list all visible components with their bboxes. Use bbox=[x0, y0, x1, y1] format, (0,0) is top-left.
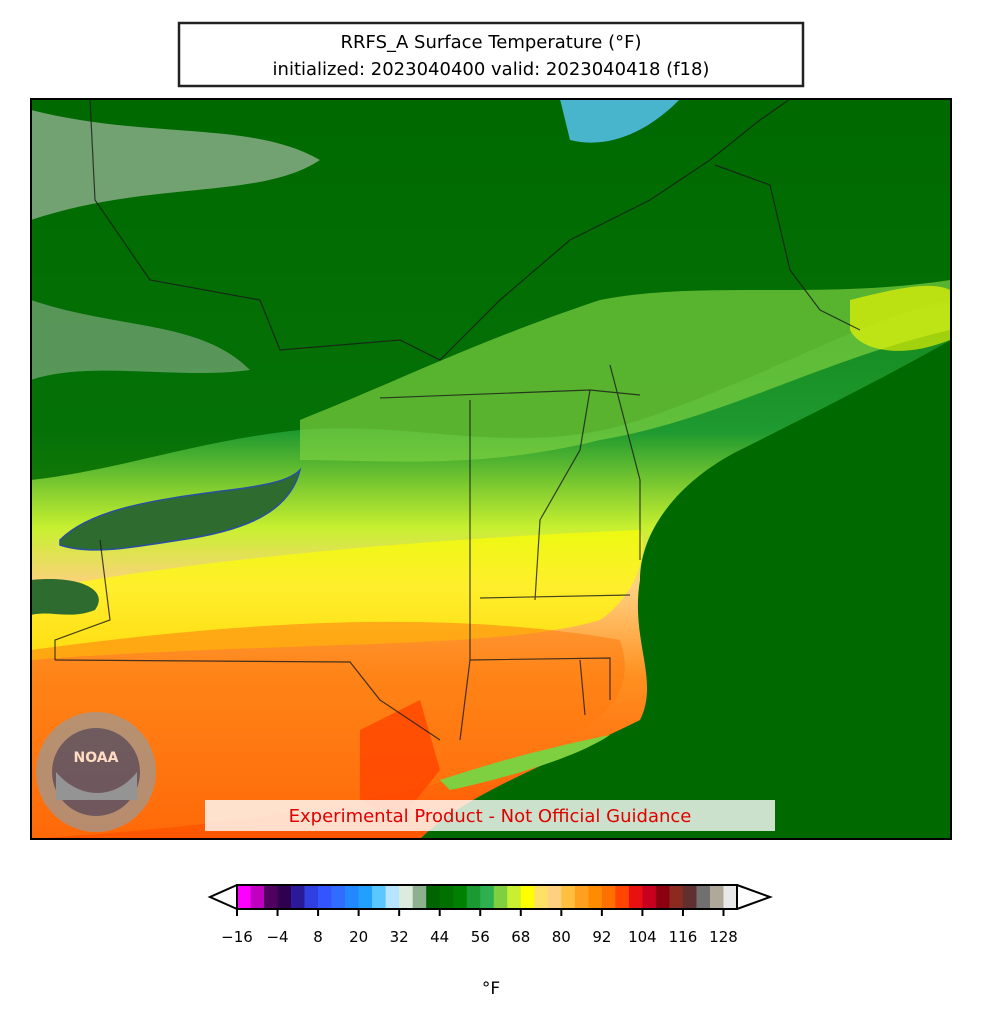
colorbar-bin bbox=[237, 885, 251, 909]
colorbar-bin bbox=[574, 885, 589, 909]
colorbar-bin bbox=[426, 885, 441, 909]
colorbar-bin bbox=[520, 885, 535, 909]
colorbar-bin bbox=[561, 885, 576, 909]
colorbar: −16 −4 8 20 32 44 56 68 80 92 104 116 128 bbox=[207, 884, 773, 946]
colorbar-bin bbox=[264, 885, 278, 909]
colorbar-bin bbox=[669, 885, 684, 909]
colorbar-label: °F bbox=[482, 979, 500, 999]
colorbar-bin bbox=[493, 885, 508, 909]
colorbar-bin bbox=[682, 885, 697, 909]
colorbar-bin bbox=[385, 885, 400, 909]
colorbar-bin bbox=[250, 885, 265, 909]
colorbar-tick-label: 116 bbox=[669, 928, 698, 946]
colorbar-bin bbox=[412, 885, 427, 909]
colorbar-extend-low bbox=[207, 884, 238, 910]
colorbar-tick-label: 80 bbox=[552, 928, 571, 946]
colorbar-tick-label: −16 bbox=[221, 928, 253, 946]
colorbar-bin bbox=[345, 885, 359, 909]
colorbar-bin bbox=[588, 885, 603, 909]
colorbar-bin bbox=[399, 885, 413, 909]
colorbar-bin bbox=[466, 885, 481, 909]
colorbar-bin bbox=[709, 885, 724, 909]
title-box bbox=[177, 21, 805, 88]
colorbar-tick-label: −4 bbox=[266, 928, 288, 946]
subtitle: initialized: 2023040400 valid: 202304041… bbox=[273, 59, 710, 80]
colorbar-bin bbox=[547, 885, 562, 909]
colorbar-bin bbox=[480, 885, 495, 909]
colorbar-bin bbox=[534, 885, 549, 909]
colorbar-bin bbox=[358, 885, 373, 909]
colorbar-bin bbox=[372, 885, 386, 909]
colorbar-tick-label: 56 bbox=[471, 928, 490, 946]
colorbar-tick-label: 92 bbox=[592, 928, 611, 946]
colorbar-bin bbox=[628, 885, 643, 909]
colorbar-bin bbox=[331, 885, 346, 909]
colorbar-tick-label: 8 bbox=[313, 928, 323, 946]
colorbar-tick-label: 104 bbox=[628, 928, 657, 946]
colorbar-bin bbox=[453, 885, 468, 909]
colorbar-tick-label: 44 bbox=[430, 928, 449, 946]
colorbar-bin bbox=[655, 885, 670, 909]
colorbar-bin bbox=[507, 885, 522, 909]
colorbar-bin bbox=[304, 885, 319, 909]
colorbar-bin bbox=[601, 885, 616, 909]
colorbar-tick-label: 128 bbox=[709, 928, 738, 946]
colorbar-tick-label: 68 bbox=[511, 928, 530, 946]
map-frame bbox=[30, 98, 952, 840]
colorbar-frame bbox=[236, 884, 738, 910]
colorbar-bin bbox=[642, 885, 657, 909]
colorbar-tick-label: 20 bbox=[349, 928, 368, 946]
title: RRFS_A Surface Temperature (°F) bbox=[341, 32, 642, 53]
watermark: Experimental Product - Not Official Guid… bbox=[289, 806, 692, 827]
colorbar-extend-high bbox=[736, 884, 773, 910]
colorbar-bin bbox=[615, 885, 630, 909]
colorbar-bin bbox=[277, 885, 292, 909]
colorbar-bin bbox=[696, 885, 711, 909]
colorbar-bin bbox=[439, 885, 454, 909]
colorbar-tick-label: 32 bbox=[390, 928, 409, 946]
colorbar-bin bbox=[318, 885, 332, 909]
map: NOAA Experimental Product - Not Official… bbox=[31, 99, 951, 839]
colorbar-bin bbox=[723, 885, 738, 909]
colorbar-bin bbox=[291, 885, 305, 909]
logo-text: NOAA bbox=[74, 750, 119, 766]
